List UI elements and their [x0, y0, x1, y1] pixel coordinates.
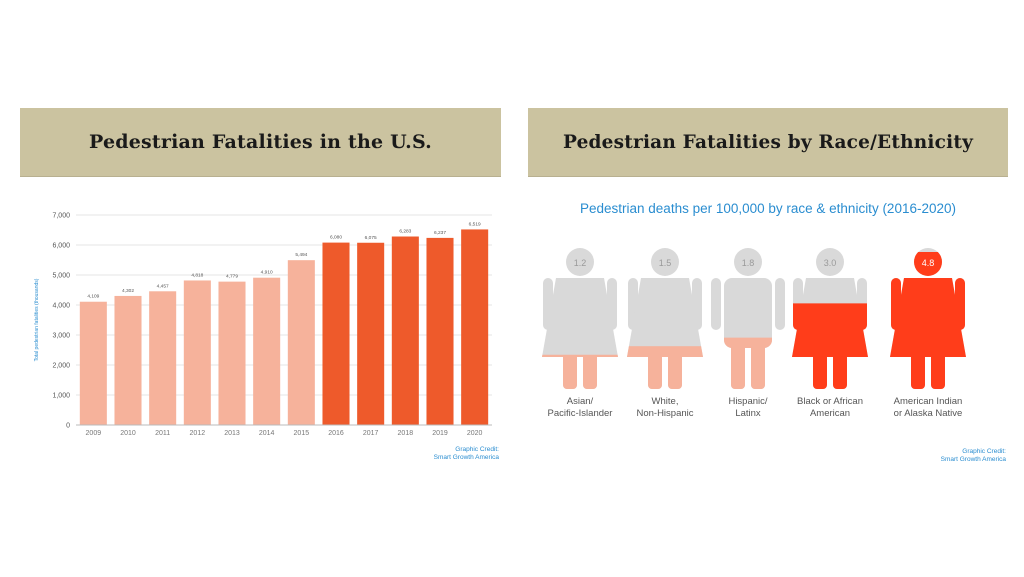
y-tick-label: 7,000: [52, 213, 70, 220]
category-label: White,: [652, 396, 679, 407]
bar-value-label: 6,519: [469, 221, 481, 227]
y-tick-label: 3,000: [52, 333, 70, 340]
x-tick-label: 2018: [398, 430, 414, 437]
rate-value-label: 3.0: [824, 258, 837, 268]
bar-2011: [149, 291, 177, 425]
bar-2010: [114, 295, 142, 425]
bar-value-label: 6,237: [434, 230, 446, 236]
rate-value-label: 1.5: [659, 258, 672, 268]
bar-value-label: 6,075: [365, 235, 377, 241]
fill-level: [792, 303, 868, 389]
bar-2019: [426, 237, 454, 425]
bar-2013: [218, 281, 246, 425]
race-ethnicity-figure-chart: 1.2 Asian/Pacific-Islander 1.5 White,Non-Hi…: [542, 248, 966, 419]
category-label: Latinx: [735, 408, 761, 419]
y-tick-label: 0: [66, 423, 70, 430]
category-label: Hispanic/: [728, 396, 767, 407]
bar-value-label: 4,457: [157, 283, 169, 289]
person-figure-5: [890, 248, 966, 389]
category-label: or Alaska Native: [894, 408, 963, 419]
person-figure-4: [792, 248, 868, 389]
fill-level: [711, 337, 785, 389]
bar-2016: [322, 242, 350, 425]
x-tick-label: 2016: [328, 430, 344, 437]
x-tick-label: 2009: [86, 430, 102, 437]
us-fatalities-bar-chart: 0 1,000 2,000 3,000 4,000 5,000 6,000 7,000 Tota…: [34, 213, 492, 437]
x-tick-label: 2020: [467, 430, 483, 437]
bar-2012: [183, 280, 211, 425]
x-tick-label: 2015: [294, 430, 310, 437]
x-tick-label: 2010: [120, 430, 136, 437]
rate-value-label: 1.8: [742, 258, 755, 268]
bar-value-label: 6,283: [399, 229, 411, 235]
credit-line-1: Graphic Credit:: [962, 448, 1006, 455]
person-figure-1: [542, 248, 618, 389]
y-tick-label: 5,000: [52, 273, 70, 280]
category-label: American: [810, 408, 850, 419]
bar-value-label: 4,910: [261, 270, 273, 276]
rate-value-label: 4.8: [922, 258, 935, 268]
y-axis-label: Total pedestrian fatalities (thousands): [34, 278, 40, 361]
credit-line-2: Smart Growth America: [433, 454, 499, 461]
bar-value-label: 6,080: [330, 235, 342, 241]
fill-level: [890, 252, 966, 389]
y-tick-label: 4,000: [52, 303, 70, 310]
bar-value-label: 4,818: [191, 272, 203, 278]
us-fatalities-header: Pedestrian Fatalities in the U.S.: [20, 108, 501, 177]
bar-2014: [253, 277, 281, 425]
person-figure-3: [711, 248, 785, 389]
x-tick-label: 2012: [190, 430, 206, 437]
bar-2009: [79, 301, 107, 425]
fill-level: [627, 346, 703, 389]
bar-2020: [461, 229, 489, 425]
x-tick-label: 2019: [432, 430, 448, 437]
us-fatalities-credit: Graphic Credit: Smart Growth America: [434, 446, 499, 462]
x-tick-label: 2013: [224, 430, 240, 437]
x-tick-label: 2011: [155, 430, 170, 437]
us-fatalities-title: Pedestrian Fatalities in the U.S.: [89, 131, 432, 153]
bar-value-label: 4,302: [122, 288, 134, 294]
category-label: Pacific-Islander: [548, 408, 613, 419]
bar-2015: [287, 260, 315, 425]
category-label: Non-Hispanic: [636, 408, 693, 419]
y-tick-label: 1,000: [52, 393, 70, 400]
category-label: American Indian: [894, 396, 963, 407]
bar-value-label: 4,779: [226, 274, 238, 280]
y-tick-label: 6,000: [52, 243, 70, 250]
bar-2018: [391, 236, 419, 425]
category-label: Black or African: [797, 396, 863, 407]
race-ethnicity-subtitle: Pedestrian deaths per 100,000 by race & …: [580, 201, 956, 216]
bar-value-label: 4,109: [87, 294, 99, 300]
bar-value-label: 5,494: [295, 252, 307, 258]
x-tick-label: 2014: [259, 430, 275, 437]
credit-line-2: Smart Growth America: [940, 456, 1006, 463]
bar-2017: [357, 242, 385, 425]
rate-value-label: 1.2: [574, 258, 587, 268]
credit-line-1: Graphic Credit:: [455, 446, 499, 453]
category-label: Asian/: [567, 396, 594, 407]
us-fatalities-panel: Pedestrian Fatalities in the U.S. 0 1,000…: [20, 108, 501, 468]
race-ethnicity-panel: Pedestrian Fatalities by Race/Ethnicity …: [528, 108, 1008, 468]
race-ethnicity-title: Pedestrian Fatalities by Race/Ethnicity: [562, 131, 974, 153]
x-tick-label: 2017: [363, 430, 379, 437]
race-ethnicity-credit: Graphic Credit: Smart Growth America: [941, 448, 1006, 464]
race-ethnicity-header: Pedestrian Fatalities by Race/Ethnicity: [528, 108, 1008, 177]
fill-level: [542, 354, 618, 389]
person-figure-2: [627, 248, 703, 389]
y-tick-label: 2,000: [52, 363, 70, 370]
